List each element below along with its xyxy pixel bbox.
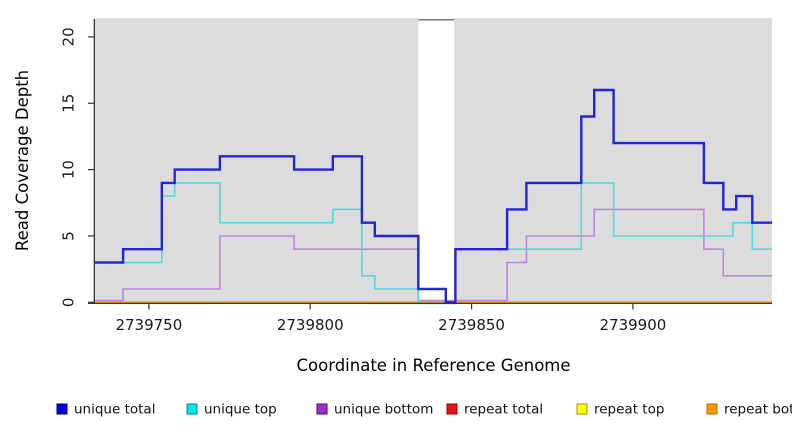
y-tick-label: 20 (60, 27, 78, 46)
legend: unique total unique top unique bottom repea… (56, 402, 792, 418)
x-tick-label: 2739750 (115, 316, 182, 334)
x-axis-title: Coordinate in Reference Genome (296, 356, 570, 375)
legend-swatch-repeat-top (576, 403, 588, 415)
legend-swatch-unique-top (186, 403, 198, 415)
shaded-region (95, 18, 419, 304)
legend-label: unique total (74, 402, 155, 418)
series-unique-total (95, 88, 772, 304)
axes: 2739750 2739800 2739850 2739900 0 5 10 15 20 (60, 19, 772, 334)
y-tick-label: 15 (60, 94, 78, 113)
legend-label: repeat total (464, 402, 543, 418)
y-tick-label: 0 (60, 298, 78, 308)
legend-label: unique top (204, 402, 277, 418)
legend-swatch-unique-bottom (316, 403, 328, 415)
series-unique-bottom (95, 208, 772, 302)
y-axis-title: Read Coverage Depth (13, 70, 32, 251)
y-tick-label: 10 (60, 160, 78, 179)
series-unique-top (95, 182, 772, 305)
legend-label: unique bottom (334, 402, 433, 418)
y-tick-label: 5 (60, 231, 78, 241)
legend-swatch-repeat-total (446, 403, 458, 415)
plot-area (95, 18, 772, 305)
legend-label: repeat top (594, 402, 664, 418)
x-tick-label: 2739900 (600, 316, 667, 334)
legend-swatch-repeat-bottom (706, 403, 718, 415)
shaded-region (454, 18, 772, 304)
x-tick-label: 2739850 (438, 316, 505, 334)
legend-swatch-unique-total (56, 403, 68, 415)
x-tick-label: 2739800 (277, 316, 344, 334)
legend-label: repeat bottom (724, 402, 792, 418)
